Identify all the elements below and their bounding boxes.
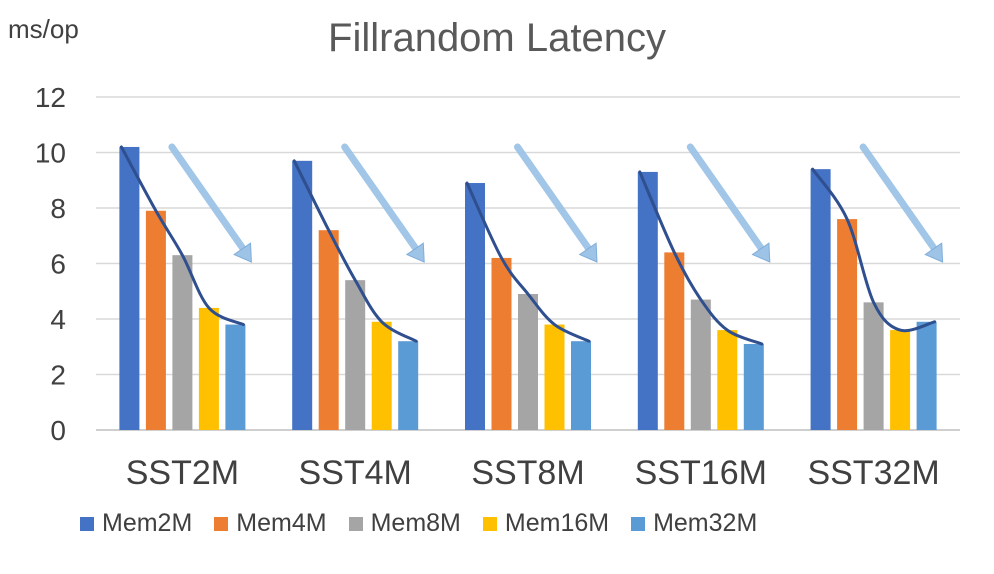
bar	[198, 307, 219, 430]
chart-legend: Mem2M Mem4M Mem8M Mem16M Mem32M	[80, 509, 757, 538]
y-tick-label: 6	[50, 249, 66, 280]
bar	[119, 146, 140, 430]
trend-arrow-head	[751, 242, 771, 263]
trend-arrow-icon	[168, 143, 252, 263]
y-tick-label: 4	[50, 304, 66, 335]
trend-arrow-shaft	[341, 143, 422, 256]
bar	[664, 252, 685, 430]
bar	[863, 302, 884, 430]
trend-line	[638, 170, 764, 346]
bar	[371, 321, 392, 430]
legend-item: Mem8M	[348, 509, 461, 538]
legend-swatch	[482, 516, 497, 531]
trend-line	[119, 145, 245, 327]
chart-title: Fillrandom Latency	[328, 16, 666, 60]
trend-line	[811, 167, 937, 333]
bar	[571, 341, 591, 430]
legend-item: Mem16M	[482, 509, 610, 538]
trend-arrow-icon	[859, 143, 944, 263]
trend-arrow-head	[405, 242, 425, 263]
trend-arrow-head	[578, 242, 598, 263]
legend-item: Mem4M	[214, 509, 327, 538]
trend-arrow-shaft	[514, 143, 595, 256]
bar	[637, 171, 658, 431]
bar	[837, 219, 858, 430]
bar	[398, 341, 419, 430]
bar	[690, 299, 711, 430]
bar	[491, 257, 512, 430]
bar	[345, 280, 366, 430]
x-tick-label: SST2M	[126, 454, 239, 492]
y-tick-label: 2	[50, 360, 66, 391]
y-tick-label: 0	[50, 415, 66, 446]
legend-label: Mem2M	[102, 509, 193, 537]
trend-line	[465, 181, 591, 343]
bar	[145, 210, 166, 430]
legend-swatch	[631, 516, 646, 531]
y-axis-unit-label: ms/op	[8, 14, 79, 44]
trend-arrow-head	[233, 242, 252, 263]
bar	[743, 343, 764, 430]
bar	[810, 169, 831, 430]
legend-swatch	[348, 516, 363, 531]
x-tick-label: SST16M	[635, 454, 767, 492]
legend-label: Mem32M	[653, 509, 758, 537]
bar	[465, 183, 485, 430]
trend-arrow-icon	[514, 143, 598, 263]
legend-label: Mem8M	[370, 509, 461, 537]
trend-line	[292, 159, 418, 343]
bar	[890, 330, 911, 430]
legend-label: Mem4M	[236, 509, 327, 537]
trend-arrow-shaft	[686, 143, 768, 256]
y-tick-label: 8	[50, 193, 66, 224]
bar	[544, 324, 565, 430]
bar	[318, 230, 339, 430]
bar	[225, 324, 246, 430]
bar	[292, 160, 313, 430]
legend-label: Mem16M	[504, 509, 610, 537]
trend-arrow-shaft	[168, 143, 249, 256]
x-tick-label: SST4M	[299, 454, 412, 492]
trend-arrow-head	[924, 242, 944, 263]
legend-swatch	[214, 516, 229, 531]
trend-arrow-icon	[686, 143, 771, 263]
trend-arrow-icon	[341, 143, 425, 263]
x-tick-label: SST32M	[807, 454, 939, 492]
legend-item: Mem2M	[80, 509, 192, 538]
bar	[172, 255, 193, 430]
bar	[916, 321, 937, 430]
y-tick-label: 12	[35, 82, 66, 113]
y-tick-label: 10	[35, 138, 66, 169]
legend-swatch	[80, 516, 94, 531]
trend-arrow-shaft	[859, 143, 941, 256]
bar	[717, 330, 738, 430]
x-tick-label: SST8M	[471, 454, 584, 492]
bar	[518, 294, 538, 430]
legend-item: Mem32M	[631, 509, 757, 538]
